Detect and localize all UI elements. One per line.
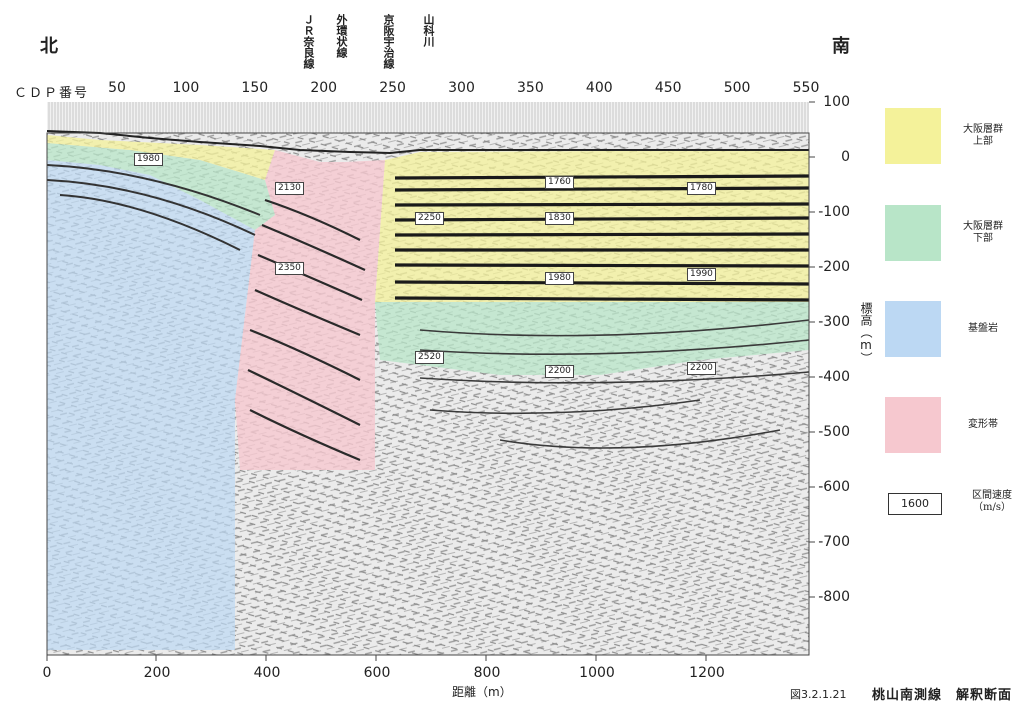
reflectors-deep bbox=[419, 319, 809, 449]
distance-tick-label: 800 bbox=[473, 665, 501, 681]
lower-osaka-group-west bbox=[47, 143, 275, 230]
legend-velocity-box: 1600 bbox=[888, 493, 942, 515]
upper-osaka-group-east bbox=[375, 150, 809, 302]
figure-number: 図3.2.1.21 bbox=[790, 688, 847, 701]
elevation-tick-label: -700 bbox=[818, 534, 850, 550]
legend-swatch-lower-osaka bbox=[885, 205, 941, 261]
landmark-yamashina-river: 山科川 bbox=[422, 14, 435, 47]
velocity-label: 2520 bbox=[415, 351, 444, 364]
legend-label-basement: 基盤岩 bbox=[968, 323, 998, 334]
velocity-label: 2350 bbox=[275, 262, 304, 275]
basement-zone bbox=[47, 140, 255, 650]
figure-title: 桃山南測線 解釈断面 bbox=[872, 688, 1013, 703]
distance-axis-label: 距離（m） bbox=[452, 685, 512, 699]
reflectors-east bbox=[394, 174, 809, 302]
elevation-tick-label: -500 bbox=[818, 424, 850, 440]
cdp-tick-label: 550 bbox=[792, 80, 820, 96]
elevation-tick-marks bbox=[809, 101, 815, 598]
cdp-tick-label: 350 bbox=[517, 80, 544, 96]
velocity-label: 2200 bbox=[687, 362, 716, 375]
cdp-tick-label: 150 bbox=[241, 80, 269, 96]
legend-swatch-deformation bbox=[885, 397, 941, 453]
elevation-tick-label: -100 bbox=[818, 204, 850, 220]
legend-swatch-basement bbox=[885, 301, 941, 357]
cdp-axis-label: ＣＤＰ番号 bbox=[14, 86, 90, 101]
ground-surface-line bbox=[46, 130, 809, 155]
velocity-label: 1980 bbox=[134, 153, 163, 166]
elevation-tick-label: -800 bbox=[818, 589, 850, 605]
lower-osaka-group-east bbox=[375, 302, 809, 375]
velocity-label: 1780 bbox=[687, 182, 716, 195]
velocity-label: 2200 bbox=[545, 365, 574, 378]
elevation-tick-label: -600 bbox=[818, 479, 850, 495]
legend-velocity-label: 区間速度 （m/s） bbox=[972, 490, 1012, 513]
distance-tick-label: 200 bbox=[143, 665, 171, 681]
landmark-outer-ring-road: 外環状線 bbox=[335, 14, 348, 58]
distance-tick-marks bbox=[46, 655, 707, 661]
landmark-jr-nara-line: ＪＲ奈良線 bbox=[302, 14, 315, 69]
elevation-axis-label: 標高（m） bbox=[859, 302, 873, 364]
cdp-tick-label: 450 bbox=[654, 80, 682, 96]
distance-tick-label: 1000 bbox=[579, 665, 615, 681]
cdp-tick-label: 500 bbox=[723, 80, 751, 96]
legend-label-upper-osaka: 大阪層群 上部 bbox=[963, 124, 1003, 147]
distance-tick-label: 400 bbox=[253, 665, 281, 681]
distance-tick-label: 600 bbox=[363, 665, 391, 681]
south-label: 南 bbox=[832, 36, 850, 57]
cdp-tick-label: 200 bbox=[310, 80, 338, 96]
section-frame bbox=[46, 132, 810, 656]
landmark-keihan-uji-line: 京阪宇治線 bbox=[382, 14, 395, 69]
velocity-label: 2130 bbox=[275, 182, 304, 195]
velocity-label: 1990 bbox=[687, 268, 716, 281]
legend-label-deformation: 変形帯 bbox=[968, 419, 998, 430]
upper-osaka-group-west bbox=[47, 135, 275, 180]
velocity-label: 1980 bbox=[545, 272, 574, 285]
cdp-tick-label: 50 bbox=[108, 80, 126, 96]
velocity-label: 2250 bbox=[415, 212, 444, 225]
distance-tick-label: 0 bbox=[42, 665, 52, 681]
reflectors-west bbox=[47, 164, 261, 251]
elevation-tick-label: -300 bbox=[818, 314, 850, 330]
elevation-tick-label: 0 bbox=[841, 149, 850, 165]
cdp-tick-label: 250 bbox=[379, 80, 406, 96]
distance-tick-label: 1200 bbox=[689, 665, 725, 681]
legend-swatch-upper-osaka bbox=[885, 108, 941, 164]
reflectors-deformation bbox=[247, 198, 366, 462]
legend-label-lower-osaka: 大阪層群 下部 bbox=[963, 221, 1003, 244]
cdp-tick-label: 100 bbox=[172, 80, 200, 96]
elevation-tick-label: 100 bbox=[823, 94, 850, 110]
cdp-tick-label: 400 bbox=[585, 80, 613, 96]
elevation-tick-label: -200 bbox=[818, 259, 850, 275]
velocity-label: 1760 bbox=[545, 176, 574, 189]
elevation-tick-label: -400 bbox=[818, 369, 850, 385]
cdp-tick-label: 300 bbox=[448, 80, 475, 96]
north-label: 北 bbox=[40, 36, 58, 57]
velocity-label: 1830 bbox=[545, 212, 574, 225]
